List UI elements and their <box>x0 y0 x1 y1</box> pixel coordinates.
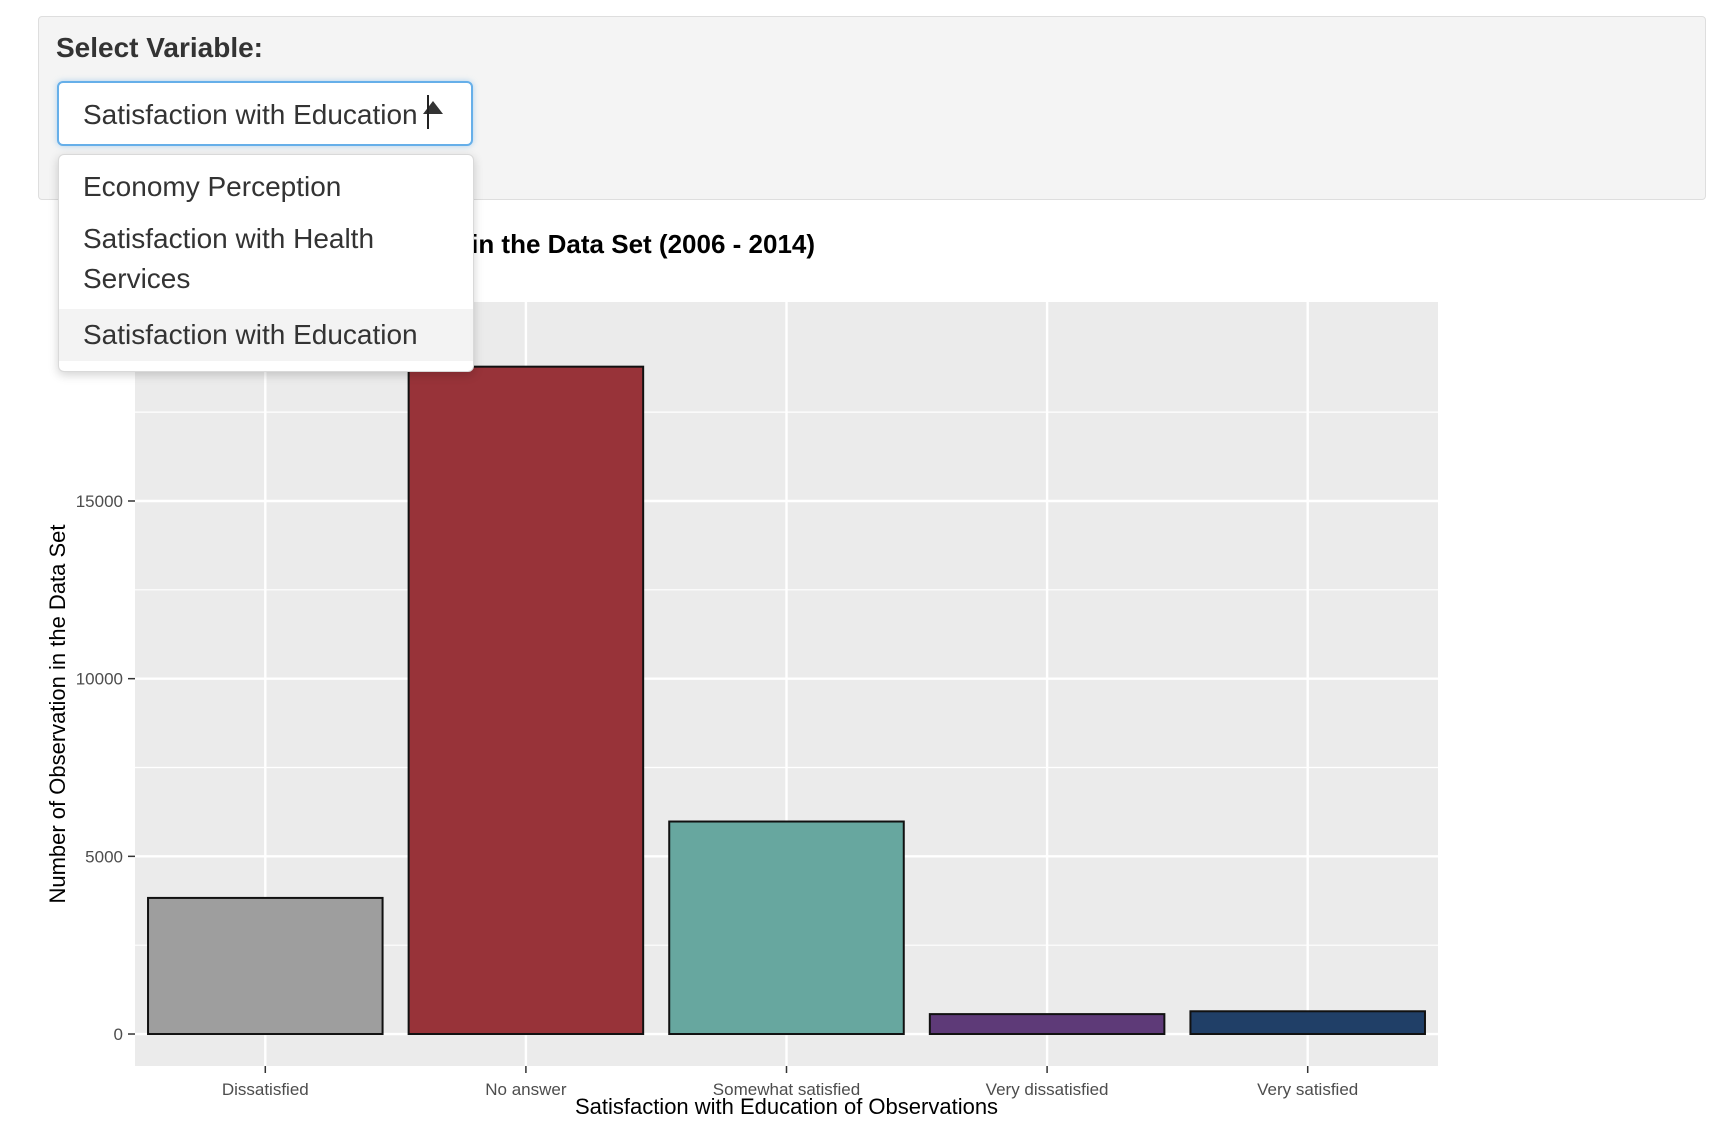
select-variable-label: Select Variable: <box>56 32 264 63</box>
y-tick-label: 15000 <box>76 492 123 511</box>
y-tick-label: 0 <box>114 1025 123 1044</box>
option-line: Services <box>83 263 191 294</box>
bar <box>668 820 905 1036</box>
bar <box>1189 1010 1426 1036</box>
x-tick-label: Somewhat satisfied <box>713 1080 860 1099</box>
option-line: Satisfaction with Education <box>83 319 418 350</box>
option-line: Satisfaction with Health <box>83 223 375 254</box>
variable-select[interactable]: Satisfaction with Education <box>57 81 473 146</box>
bar <box>928 1013 1166 1036</box>
x-tick-label: Dissatisfied <box>222 1080 309 1099</box>
y-tick-label: 5000 <box>85 847 123 866</box>
variable-dropdown-menu: Economy Perception Satisfaction with Hea… <box>58 154 474 372</box>
bar <box>147 896 384 1036</box>
y-tick-label: 10000 <box>76 670 123 689</box>
x-tick-label: Very dissatisfied <box>986 1080 1109 1099</box>
x-axis-title: Satisfaction with Education of Observati… <box>575 1094 998 1119</box>
option-economy-perception[interactable]: Economy Perception <box>59 167 473 207</box>
option-satisfaction-education[interactable]: Satisfaction with Education <box>59 309 473 361</box>
y-axis-title: Number of Observation in the Data Set <box>45 524 70 903</box>
x-tick-label: No answer <box>485 1080 567 1099</box>
chart-title: n in the Data Set (2006 - 2014) <box>448 229 815 259</box>
text-cursor-icon <box>427 95 429 129</box>
selected-variable-value: Satisfaction with Education <box>83 99 418 130</box>
bar <box>407 365 645 1036</box>
x-tick-label: Very satisfied <box>1257 1080 1358 1099</box>
option-satisfaction-health-services[interactable]: Satisfaction with Health Services <box>59 219 473 299</box>
option-line: Economy Perception <box>83 171 342 202</box>
